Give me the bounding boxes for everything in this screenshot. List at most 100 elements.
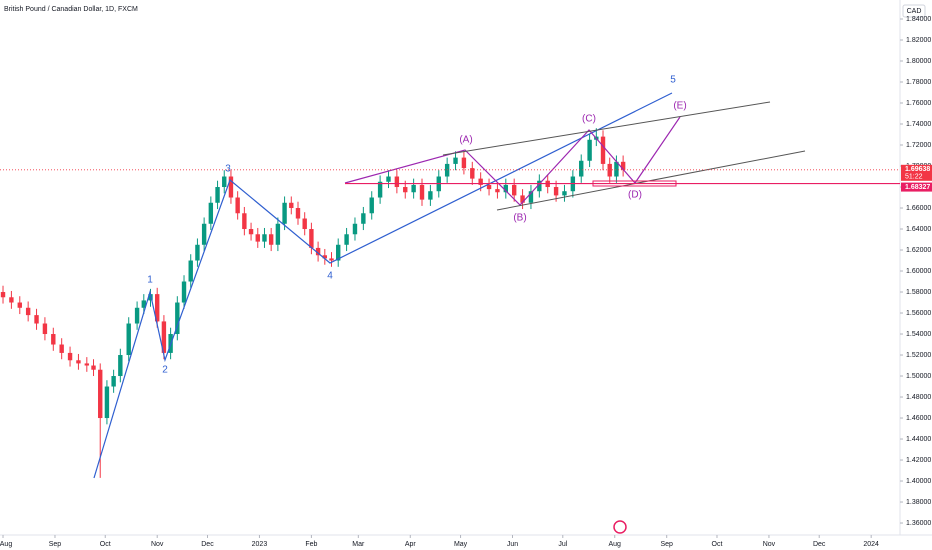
candle-body	[195, 244, 200, 261]
candle-body	[361, 213, 366, 224]
y-tick-label: 1.82000	[906, 37, 931, 44]
y-tick-label: 1.74000	[906, 121, 931, 128]
y-tick-label: 1.62000	[906, 247, 931, 254]
correction-label: (B)	[513, 213, 526, 224]
candle-body	[315, 247, 321, 256]
candle-body	[67, 352, 73, 361]
y-tick-label: 1.42000	[906, 457, 931, 464]
candle-body	[470, 168, 475, 179]
candle-body	[59, 344, 64, 353]
last-price-label: 1.69638	[905, 166, 930, 173]
y-tick-label: 1.76000	[906, 100, 931, 107]
y-tick-label: 1.78000	[906, 79, 931, 86]
channel-line	[442, 101, 771, 156]
x-tick-label: Apr	[405, 541, 417, 548]
y-tick-label: 1.84000	[906, 16, 931, 23]
candle-body	[520, 195, 525, 203]
y-tick-label: 1.38000	[906, 499, 931, 506]
candle-body	[9, 297, 14, 303]
y-tick-label: 1.44000	[906, 436, 931, 443]
wave-label: 1	[147, 275, 153, 286]
candle-body	[537, 180, 542, 192]
currency-box	[902, 4, 926, 18]
candle-body	[302, 218, 307, 230]
candle-body	[228, 176, 234, 198]
candle-body	[377, 181, 383, 198]
candle-body	[255, 234, 260, 242]
candle-body	[42, 323, 48, 335]
candle-body	[386, 176, 391, 182]
candle-body	[91, 365, 96, 370]
candle-body	[155, 294, 160, 322]
candle-body	[126, 323, 131, 356]
x-tick-label: Sep	[660, 541, 673, 548]
candle-body	[579, 160, 584, 177]
candle-body	[98, 369, 103, 419]
candle-body	[600, 136, 606, 164]
candle-body	[222, 176, 227, 188]
correction-label: (A)	[459, 135, 472, 146]
candle-body	[76, 360, 81, 364]
y-tick-label: 1.56000	[906, 310, 931, 317]
candle-body	[495, 189, 500, 193]
candle-body	[215, 187, 220, 203]
candle-body	[411, 184, 416, 193]
candle-body	[104, 386, 110, 419]
candle-body	[235, 197, 240, 214]
candle-body	[322, 255, 328, 259]
currency: CAD	[907, 8, 922, 15]
correction-label: (C)	[582, 114, 596, 125]
candle-body	[242, 213, 247, 230]
candle-body	[336, 244, 341, 261]
y-tick-label: 1.60000	[906, 268, 931, 275]
candle-body	[478, 178, 483, 185]
x-tick-label: Nov	[151, 541, 164, 548]
candle-body	[118, 355, 123, 377]
candle-body	[329, 258, 334, 261]
candle-body	[553, 187, 559, 196]
x-tick-label: Sep	[49, 541, 62, 548]
candle-body	[201, 223, 207, 245]
candle-body	[84, 363, 90, 366]
candle-body	[614, 161, 619, 177]
candle-body	[175, 302, 180, 335]
wave-label: 2	[162, 365, 168, 376]
candle-body	[344, 234, 349, 245]
candle-body	[268, 234, 274, 245]
x-tick-label: Oct	[100, 541, 111, 548]
candle-body	[181, 281, 187, 303]
candle-body	[562, 191, 567, 196]
wave-label: 3	[225, 164, 231, 175]
candle-body	[309, 229, 314, 248]
x-tick-label: Aug	[0, 541, 12, 548]
candle-body	[369, 197, 374, 214]
y-tick-label: 1.54000	[906, 331, 931, 338]
candle-body	[282, 202, 287, 224]
candle-body	[419, 184, 425, 200]
candle-body	[0, 292, 6, 298]
x-tick-label: Nov	[763, 541, 776, 548]
countdown: 51:22	[905, 174, 923, 181]
candle-body	[295, 208, 301, 219]
correction-label: (D)	[628, 190, 642, 201]
candle-body	[141, 300, 146, 308]
y-tick-label: 1.80000	[906, 58, 931, 65]
x-tick-label: Jun	[507, 541, 518, 548]
wave-label: 4	[327, 271, 333, 282]
y-tick-label: 1.58000	[906, 289, 931, 296]
candle-body	[428, 191, 433, 200]
candle-body	[25, 307, 31, 316]
x-tick-label: Feb	[305, 541, 317, 548]
y-tick-label: 1.46000	[906, 415, 931, 422]
candle-body	[511, 184, 517, 196]
y-tick-label: 1.72000	[906, 142, 931, 149]
y-tick-label: 1.52000	[906, 352, 931, 359]
x-tick-label: Dec	[813, 541, 826, 548]
drawings	[93, 92, 806, 479]
level-label: 1.68327	[905, 184, 930, 191]
candle-body	[17, 302, 22, 308]
y-tick-label: 1.64000	[906, 226, 931, 233]
y-tick-label: 1.48000	[906, 394, 931, 401]
